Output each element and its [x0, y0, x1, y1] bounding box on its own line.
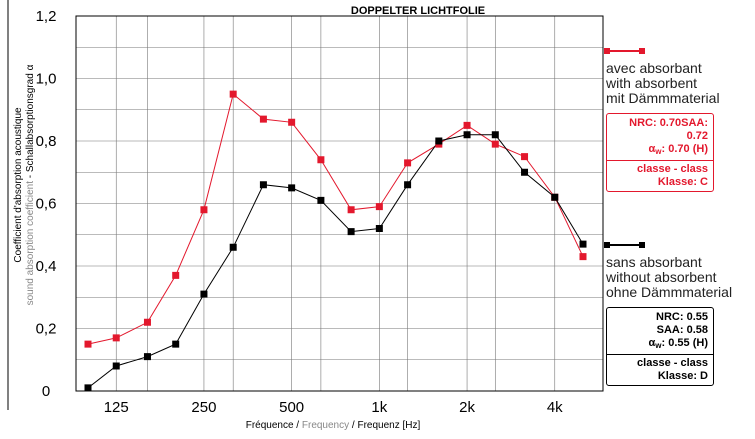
data-point-without-absorbent — [375, 225, 383, 232]
data-point-with-absorbent — [521, 153, 529, 161]
nrc-without: NRC: 0.55 — [656, 311, 708, 323]
data-point-with-absorbent — [317, 156, 325, 164]
legend-marker-with-a — [604, 48, 610, 54]
grid — [76, 16, 603, 391]
y-tick-label: 1,0 — [36, 71, 57, 88]
y-axis-label-1: Coefficient d'absorption acoustique — [13, 107, 24, 263]
class-without-1: classe - class — [637, 357, 708, 369]
data-point-with-absorbent — [491, 140, 499, 148]
rating-box-with: NRC: 0.70SAA: 0.72 αw: 0.70 (H) classe -… — [606, 113, 714, 192]
alpha-with-val: : 0.70 (H) — [661, 143, 708, 155]
series-line-without-absorbent — [87, 134, 584, 389]
y-tick-label: 0 — [42, 383, 50, 400]
x-axis-label-de: / Frequenz [Hz] — [349, 420, 420, 431]
data-point-with-absorbent — [404, 159, 412, 167]
data-point-without-absorbent — [172, 340, 180, 348]
x-tick-label: 2k — [459, 399, 475, 416]
y-tick-label: 0,6 — [36, 196, 57, 213]
data-point-without-absorbent — [579, 240, 587, 248]
chart-title: DOPPELTER LICHTFOLIE — [351, 5, 485, 17]
y-tick-label: 0,8 — [36, 133, 57, 150]
class-with-1: classe - class — [637, 163, 708, 175]
x-axis-label-en: Frequency — [302, 420, 349, 431]
data-point-without-absorbent — [491, 131, 499, 139]
saa-without: SAA: 0.58 — [656, 324, 708, 336]
series-markers — [84, 90, 587, 392]
data-point-with-absorbent — [112, 334, 120, 342]
data-point-with-absorbent — [347, 206, 355, 214]
data-point-with-absorbent — [229, 90, 237, 98]
class-without-2: Klasse: D — [657, 370, 708, 382]
data-point-with-absorbent — [288, 118, 296, 126]
plot-frame — [75, 15, 604, 392]
rating-box-without: NRC: 0.55 SAA: 0.58 αw: 0.55 (H) classe … — [606, 307, 714, 386]
y-ticks: 0 0,2 0,4 0,6 0,8 1,0 1,2 — [36, 8, 57, 400]
legend-without-line-3: ohne Dämmmaterial — [606, 284, 733, 300]
x-tick-label: 1k — [371, 399, 387, 416]
data-point-without-absorbent — [463, 131, 471, 139]
x-axis-label-fr: Fréquence / — [246, 420, 302, 431]
legend-text-with: avec absorbant with absorbent mit Dämmma… — [606, 61, 720, 106]
data-point-without-absorbent — [200, 290, 208, 298]
class-with-2: Klasse: C — [657, 176, 708, 188]
y-axis-label-en: sound absorption coefficient — [25, 181, 36, 306]
alpha-with-sym: α — [648, 143, 656, 155]
data-point-without-absorbent — [84, 384, 92, 392]
rating-box-without-divider — [607, 354, 713, 355]
x-tick-label: 500 — [279, 399, 304, 416]
alpha-without-val: : 0.55 (H) — [661, 337, 708, 349]
data-point-without-absorbent — [288, 184, 296, 192]
data-point-without-absorbent — [521, 168, 529, 176]
y-axis-label-2: sound absorption coefficient - Schallabs… — [25, 64, 36, 305]
series-line-with-absorbent — [87, 93, 584, 345]
y-tick-label: 0,4 — [36, 258, 57, 275]
legend-without-line-2: without absorbent — [606, 269, 717, 285]
alpha-with: αw: 0.70 (H) — [607, 143, 713, 158]
x-tick-label: 4k — [547, 399, 563, 416]
data-point-with-absorbent — [375, 203, 383, 211]
data-point-with-absorbent — [463, 121, 471, 129]
legend-marker-without-a — [604, 242, 610, 248]
data-point-with-absorbent — [84, 340, 92, 348]
data-point-with-absorbent — [579, 253, 587, 261]
legend-with-line-3: mit Dämmmaterial — [606, 90, 720, 106]
alpha-with-sub: w — [655, 147, 662, 156]
nrc-with: NRC: 0.70SAA: — [629, 117, 708, 129]
data-point-with-absorbent — [200, 206, 208, 214]
x-axis-label: Fréquence / Frequency / Frequenz [Hz] — [246, 420, 421, 431]
x-tick-label: 250 — [191, 399, 216, 416]
data-point-without-absorbent — [229, 243, 237, 251]
legend-marker-without-b — [639, 242, 645, 248]
y-axis-label-de: - Schallabsorptionsgrad α — [25, 64, 36, 181]
data-point-without-absorbent — [143, 353, 151, 361]
data-point-without-absorbent — [404, 181, 412, 189]
legend-text-without: sans absorbant without absorbent ohne Dä… — [606, 255, 732, 300]
data-point-with-absorbent — [172, 271, 180, 279]
x-ticks: 125 250 500 1k 2k 4k — [104, 399, 563, 416]
y-tick-label: 1,2 — [36, 8, 57, 25]
data-point-with-absorbent — [259, 115, 267, 123]
alpha-without-sym: α — [648, 337, 656, 349]
data-point-without-absorbent — [347, 228, 355, 236]
saa-with: 0.72 — [686, 130, 708, 142]
data-point-with-absorbent — [143, 318, 151, 326]
x-tick-label: 125 — [104, 399, 129, 416]
legend-without-line-1: sans absorbant — [606, 254, 702, 270]
y-tick-label: 0,2 — [36, 321, 57, 338]
series-lines — [87, 93, 584, 389]
legend-with-line-2: with absorbent — [606, 75, 698, 91]
data-point-without-absorbent — [317, 196, 325, 204]
data-point-without-absorbent — [259, 181, 267, 189]
legend-marker-with-b — [639, 48, 645, 54]
rating-box-with-divider — [607, 160, 713, 161]
alpha-without: αw: 0.55 (H) — [607, 337, 713, 352]
data-point-without-absorbent — [551, 193, 559, 201]
alpha-without-sub: w — [655, 341, 662, 350]
legend-with-line-1: avec absorbant — [606, 60, 702, 76]
data-point-without-absorbent — [435, 137, 443, 145]
data-point-without-absorbent — [112, 362, 120, 370]
